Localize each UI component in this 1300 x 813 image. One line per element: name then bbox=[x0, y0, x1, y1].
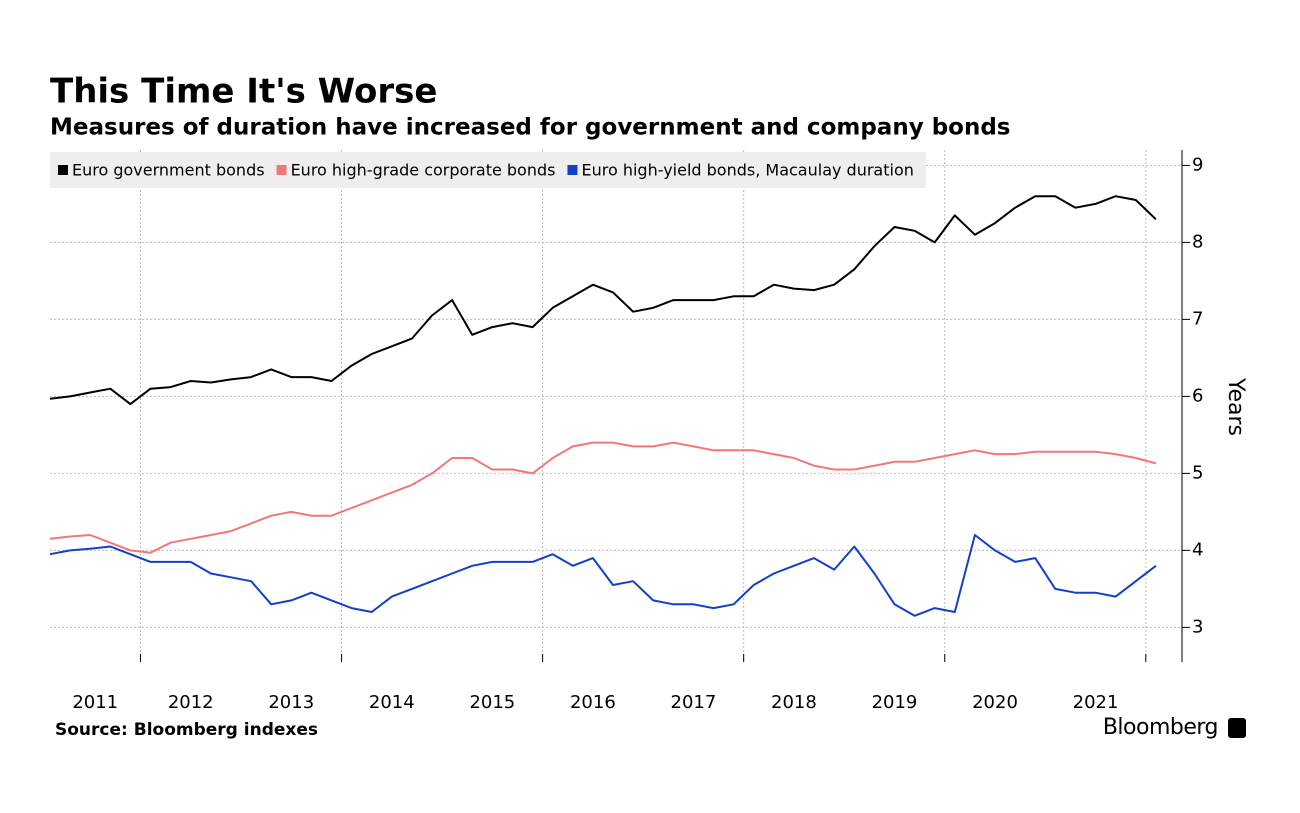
legend-swatch bbox=[567, 165, 578, 175]
y-tick-label: 8 bbox=[1192, 231, 1203, 252]
series-line bbox=[49, 195, 1157, 406]
legend-box bbox=[50, 152, 926, 188]
legend-swatch bbox=[276, 165, 287, 175]
y-axis-label: Years bbox=[1223, 377, 1248, 436]
y-tick-label: 7 bbox=[1192, 308, 1203, 329]
legend-label: Euro government bonds bbox=[72, 161, 265, 180]
chart-title: This Time It's Worse bbox=[50, 72, 437, 112]
source: Source: Bloomberg indexes bbox=[55, 720, 318, 740]
y-tick-label: 3 bbox=[1192, 616, 1203, 637]
x-tick-label: 2021 bbox=[1073, 692, 1119, 713]
x-tick-label: 2011 bbox=[72, 692, 118, 713]
series-line bbox=[49, 534, 1157, 617]
y-tick-label: 9 bbox=[1192, 154, 1203, 175]
x-tick-label: 2012 bbox=[168, 692, 214, 713]
chart-subtitle: Measures of duration have increased for … bbox=[50, 115, 1011, 141]
x-tick-label: 2017 bbox=[671, 692, 717, 713]
x-tick-label: 2020 bbox=[972, 692, 1018, 713]
legend-label: Euro high-grade corporate bonds bbox=[291, 161, 556, 180]
series-line bbox=[49, 441, 1157, 554]
y-tick-label: 5 bbox=[1192, 462, 1203, 483]
brand: Bloomberg bbox=[1103, 715, 1218, 740]
y-tick-label: 6 bbox=[1192, 385, 1203, 406]
legend-swatch bbox=[58, 165, 68, 175]
x-tick-label: 2013 bbox=[268, 692, 314, 713]
y-tick-label: 4 bbox=[1192, 539, 1203, 560]
x-tick-label: 2019 bbox=[872, 692, 918, 713]
x-tick-label: 2014 bbox=[369, 692, 415, 713]
brand-icon bbox=[1228, 718, 1246, 738]
x-tick-label: 2015 bbox=[469, 692, 515, 713]
legend-label: Euro high-yield bonds, Macaulay duration bbox=[581, 161, 913, 180]
x-tick-label: 2018 bbox=[771, 692, 817, 713]
x-tick-label: 2016 bbox=[570, 692, 616, 713]
